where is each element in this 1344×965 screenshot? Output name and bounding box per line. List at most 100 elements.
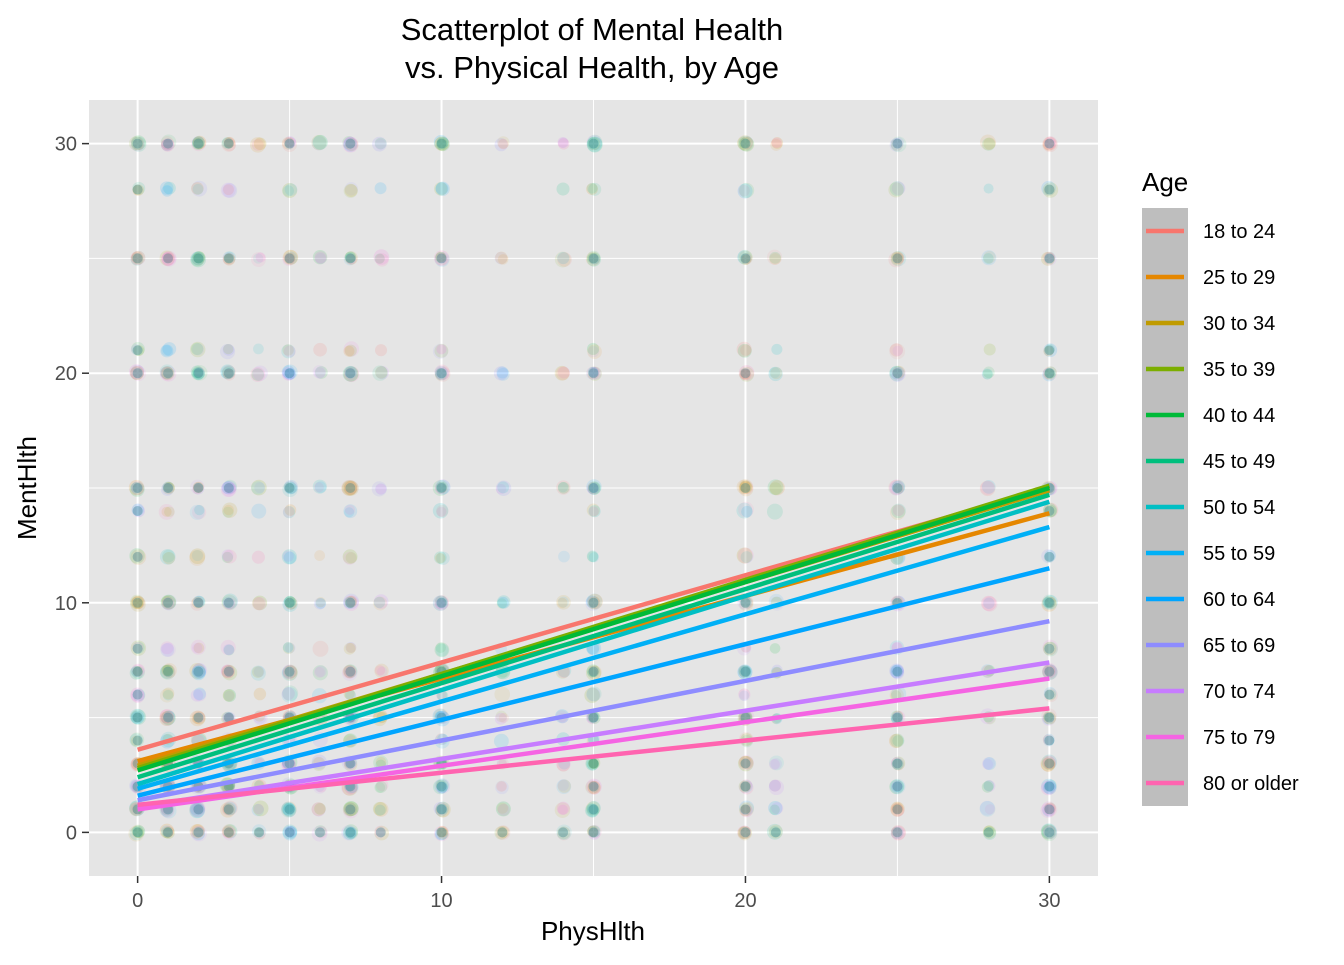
scatter-point (160, 643, 175, 657)
scatter-point (189, 824, 205, 839)
scatter-point (345, 826, 359, 840)
scatter-point (892, 780, 905, 793)
scatter-point (133, 505, 146, 518)
scatter-point (129, 666, 144, 680)
scatter-point (588, 138, 599, 149)
scatter-point (132, 185, 143, 196)
scatter-point (1044, 253, 1055, 264)
scatter-point (161, 642, 176, 657)
scatter-point (374, 825, 389, 841)
scatter-point (345, 483, 356, 493)
scatter-point (1044, 689, 1055, 700)
scatter-point (161, 710, 176, 726)
scatter-point (892, 827, 903, 838)
scatter-point (311, 802, 326, 817)
scatter-point (281, 136, 295, 150)
scatter-point (342, 365, 359, 382)
scatter-point (280, 802, 296, 818)
scatter-point (344, 368, 357, 381)
scatter-point (252, 666, 264, 678)
scatter-point (250, 137, 266, 153)
scatter-point (131, 711, 143, 723)
scatter-point (282, 253, 295, 266)
scatter-point (434, 251, 450, 267)
scatter-point (434, 182, 448, 196)
scatter-point (253, 803, 264, 815)
scatter-point (557, 251, 570, 265)
scatter-point (190, 365, 204, 379)
scatter-point (251, 824, 267, 839)
scatter-point (192, 135, 207, 150)
scatter-point (740, 666, 751, 677)
scatter-point (770, 138, 783, 151)
scatter-point (284, 252, 296, 264)
scatter-point (557, 138, 570, 150)
scatter-point (585, 596, 601, 612)
scatter-point (891, 802, 903, 814)
scatter-point (436, 253, 447, 264)
scatter-point (191, 803, 203, 815)
scatter-point (131, 136, 147, 152)
scatter-point (160, 366, 177, 382)
scatter-point (191, 663, 207, 678)
scatter-point (738, 690, 750, 701)
scatter-point (586, 136, 603, 153)
scatter-point (557, 482, 570, 494)
scatter-point (132, 184, 143, 195)
scatter-point (585, 595, 599, 608)
scatter-point (224, 483, 236, 495)
scatter-point (190, 479, 205, 495)
scatter-point (161, 662, 177, 678)
scatter-point (982, 759, 993, 770)
scatter-point (193, 596, 206, 608)
scatter-point (435, 803, 450, 818)
scatter-point (223, 138, 236, 152)
scatter-point (495, 710, 508, 723)
scatter-point (981, 250, 997, 266)
scatter-point (130, 665, 142, 677)
scatter-point (1043, 825, 1058, 840)
scatter-point (189, 550, 205, 566)
scatter-point (159, 366, 174, 380)
scatter-point (588, 712, 599, 723)
scatter-point (374, 137, 387, 150)
scatter-point (132, 666, 143, 677)
scatter-point (435, 643, 449, 657)
scatter-point (434, 368, 448, 381)
scatter-point (434, 482, 447, 495)
scatter-point (1043, 688, 1058, 703)
scatter-point (1044, 758, 1055, 769)
scatter-point (130, 344, 142, 355)
scatter-point (737, 664, 753, 680)
scatter-point (192, 827, 205, 840)
scatter-point (1042, 664, 1058, 680)
scatter-point (740, 254, 752, 265)
scatter-point (159, 548, 176, 565)
scatter-point (587, 665, 602, 680)
scatter-point (588, 665, 599, 676)
scatter-point (890, 250, 907, 267)
scatter-point (192, 481, 204, 493)
scatter-point (586, 250, 601, 265)
scatter-point (585, 780, 599, 795)
scatter-point (342, 136, 356, 150)
scatter-point (346, 253, 357, 265)
scatter-point (1042, 755, 1057, 769)
scatter-point (192, 711, 206, 725)
scatter-point (373, 596, 388, 611)
scatter-point (890, 137, 903, 150)
scatter-point (284, 367, 297, 380)
scatter-point (586, 593, 603, 610)
scatter-point (982, 369, 993, 380)
scatter-point (1044, 781, 1055, 793)
scatter-point (435, 481, 448, 494)
scatter-point (132, 825, 146, 838)
scatter-point (282, 344, 294, 356)
scatter-point (345, 804, 356, 815)
scatter-point (222, 480, 237, 495)
scatter-point (587, 826, 598, 837)
scatter-point (1041, 778, 1057, 794)
scatter-point (375, 483, 387, 495)
scatter-point (192, 136, 205, 150)
scatter-point (251, 368, 265, 381)
